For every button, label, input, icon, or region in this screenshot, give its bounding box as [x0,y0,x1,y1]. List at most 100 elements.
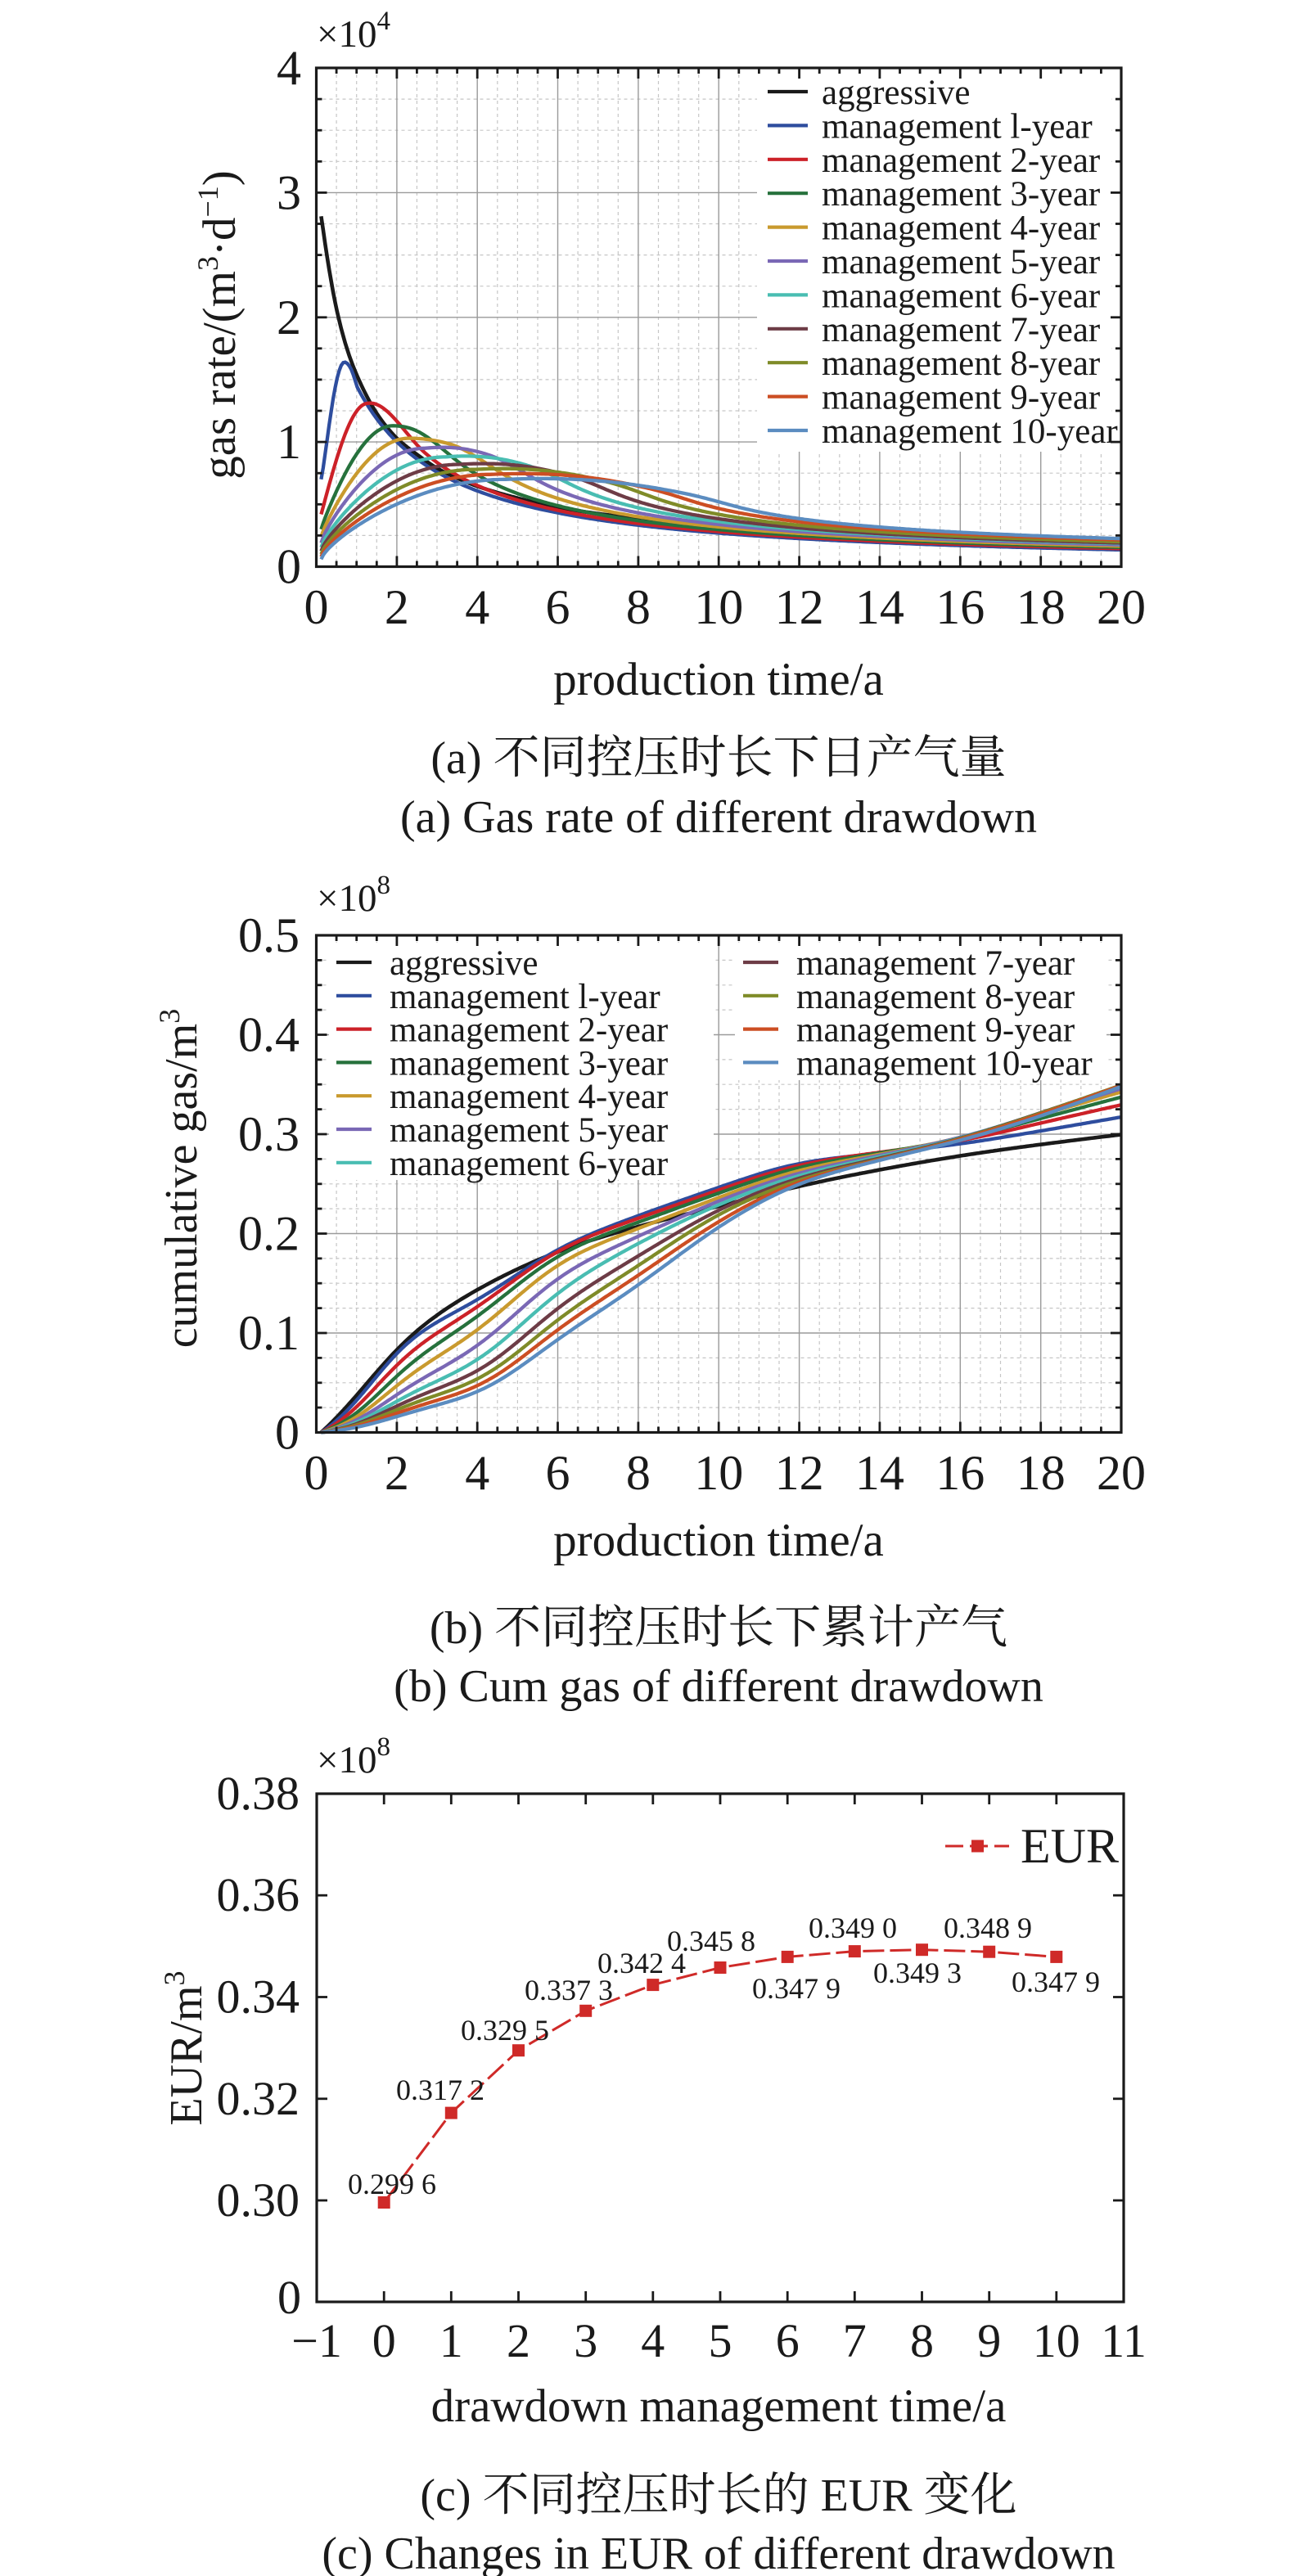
svg-text:management 3-year: management 3-year [390,1044,668,1083]
svg-text:11: 11 [1101,2314,1147,2367]
svg-text:0.3: 0.3 [238,1107,300,1161]
svg-text:10: 10 [694,580,743,634]
svg-text:EUR: EUR [1021,1819,1119,1873]
svg-text:8: 8 [626,1446,651,1500]
svg-text:3: 3 [574,2314,597,2367]
svg-text:management 2-year: management 2-year [390,1011,668,1050]
svg-text:(a): (a) [430,733,493,784]
svg-text:management 8-year: management 8-year [796,978,1075,1016]
svg-text:6: 6 [546,580,570,634]
svg-text:0.337 3: 0.337 3 [525,1974,613,2006]
svg-text:(b): (b) [430,1603,494,1654]
svg-text:0.347 9: 0.347 9 [752,1972,841,2005]
svg-text:5: 5 [709,2314,732,2367]
svg-text:0: 0 [275,1406,300,1460]
svg-text:EUR: EUR [809,2470,924,2521]
svg-text:production time/a: production time/a [553,654,884,705]
svg-text:0.348 9: 0.348 9 [944,1912,1032,1944]
svg-text:6: 6 [776,2314,800,2367]
svg-text:0: 0 [277,540,301,594]
svg-text:2: 2 [507,2314,530,2367]
svg-text:×104: ×104 [317,7,390,56]
svg-text:0: 0 [304,1446,329,1500]
svg-text:16: 16 [935,1446,985,1500]
svg-text:2: 2 [277,290,301,345]
svg-text:10: 10 [1033,2314,1080,2367]
svg-text:0.2: 0.2 [238,1207,300,1261]
svg-text:cumulative gas/m3: cumulative gas/m3 [153,1009,207,1349]
svg-text:0.4: 0.4 [238,1008,300,1062]
svg-text:aggressive: aggressive [822,74,971,112]
svg-text:management 9-year: management 9-year [796,1011,1075,1050]
svg-text:management 7-year: management 7-year [796,944,1075,983]
svg-text:9: 9 [977,2314,1001,2367]
svg-text:0.30: 0.30 [217,2173,300,2227]
svg-text:18: 18 [1016,580,1066,634]
svg-text:1: 1 [439,2314,463,2367]
svg-text:management l-year: management l-year [390,978,660,1016]
svg-text:8: 8 [626,580,651,634]
svg-text:−1: −1 [291,2314,342,2367]
svg-text:0: 0 [277,2271,301,2324]
svg-text:drawdown management time/a: drawdown management time/a [431,2380,1007,2432]
svg-text:(c): (c) [420,2470,482,2521]
svg-text:aggressive: aggressive [390,944,539,983]
svg-text:2: 2 [385,580,409,634]
svg-text:management 5-year: management 5-year [390,1111,668,1150]
svg-text:2: 2 [385,1446,409,1500]
svg-text:management 2-year: management 2-year [822,142,1100,180]
svg-text:12: 12 [775,580,824,634]
svg-text:0.299 6: 0.299 6 [348,2168,436,2200]
svg-text:0.349 0: 0.349 0 [809,1912,897,1944]
svg-text:4: 4 [465,1446,489,1500]
svg-text:12: 12 [775,1446,824,1500]
svg-text:management 7-year: management 7-year [822,311,1100,349]
svg-text:7: 7 [843,2314,867,2367]
svg-text:(c) Changes in EUR of differen: (c) Changes in EUR of different drawdown [322,2529,1115,2576]
svg-text:management l-year: management l-year [822,107,1093,146]
svg-text:20: 20 [1097,1446,1146,1500]
svg-text:0.38: 0.38 [217,1767,300,1820]
svg-text:16: 16 [935,580,985,634]
svg-text:production time/a: production time/a [553,1515,884,1566]
svg-text:0.347 9: 0.347 9 [1012,1966,1100,1998]
svg-text:0.36: 0.36 [217,1868,300,1921]
svg-text:4: 4 [641,2314,665,2367]
svg-text:3: 3 [277,165,301,219]
svg-text:0.345 8: 0.345 8 [667,1925,755,1957]
svg-text:0.329 5: 0.329 5 [461,2014,549,2047]
svg-text:20: 20 [1097,580,1146,634]
svg-text:management 5-year: management 5-year [822,243,1100,281]
svg-text:1: 1 [277,415,301,469]
svg-text:0.317 2: 0.317 2 [396,2074,485,2106]
svg-text:EUR/m3: EUR/m3 [158,1970,212,2125]
svg-text:0: 0 [304,580,329,634]
svg-text:0: 0 [372,2314,396,2367]
svg-text:18: 18 [1016,1446,1066,1500]
svg-text:management 8-year: management 8-year [822,345,1100,383]
svg-text:gas rate/(m3·d−1): gas rate/(m3·d−1) [192,170,246,480]
svg-text:0.32: 0.32 [217,2072,300,2125]
svg-text:14: 14 [855,1446,904,1500]
svg-text:management 9-year: management 9-year [822,379,1100,417]
svg-text:management 6-year: management 6-year [822,277,1100,315]
svg-text:6: 6 [546,1446,570,1500]
svg-text:management 4-year: management 4-year [822,209,1100,248]
svg-text:4: 4 [465,580,489,634]
svg-text:0.1: 0.1 [238,1306,300,1360]
svg-text:management 10-year: management 10-year [796,1044,1093,1083]
svg-text:(b) Cum gas of different drawd: (b) Cum gas of different drawdown [394,1661,1043,1712]
svg-text:management 6-year: management 6-year [390,1145,668,1183]
svg-text:0.349 3: 0.349 3 [873,1957,962,1989]
svg-text:management 4-year: management 4-year [390,1078,668,1116]
svg-text:management 3-year: management 3-year [822,175,1100,214]
svg-text:(a) Gas rate of different draw: (a) Gas rate of different drawdown [400,792,1037,843]
svg-text:0.34: 0.34 [217,1970,300,2024]
svg-text:0.5: 0.5 [238,908,300,962]
svg-text:management 10-year: management 10-year [822,412,1118,451]
svg-text:14: 14 [855,580,904,634]
svg-text:10: 10 [694,1446,743,1500]
svg-text:4: 4 [277,41,301,95]
svg-text:0.342 4: 0.342 4 [597,1947,686,1979]
svg-text:8: 8 [910,2314,934,2367]
